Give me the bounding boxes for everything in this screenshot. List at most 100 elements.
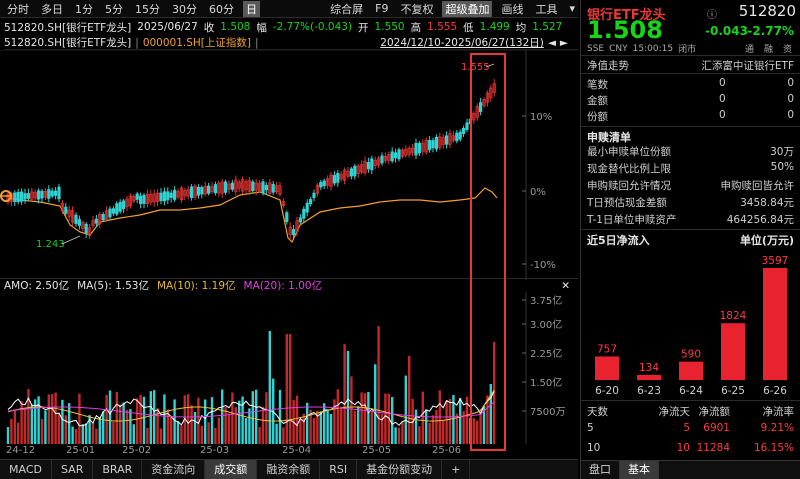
period-0[interactable]: 分时	[7, 2, 29, 16]
toolbar-item-2[interactable]: 不复权	[400, 2, 434, 16]
candle	[397, 147, 401, 162]
volume-bar	[251, 391, 254, 444]
scroll-right-icon[interactable]: ►	[559, 36, 568, 49]
candle	[166, 187, 170, 205]
tab-1[interactable]: SAR	[52, 460, 94, 479]
change-value: -2.77%(-0.043)	[272, 21, 353, 33]
volume-chart[interactable]: 3.75亿 3.00亿 2.25亿 1.50亿 7500万	[0, 292, 578, 444]
volume-bar	[265, 392, 268, 444]
inflow-date: 6-24	[679, 385, 703, 397]
candle	[298, 213, 303, 225]
summary-cell: 9.21%	[760, 422, 794, 434]
toolbar-item-3[interactable]: 超级叠加	[442, 0, 493, 17]
inflow-value: 590	[681, 349, 701, 361]
tab-6[interactable]: RSI	[320, 460, 358, 479]
volume-bar	[333, 399, 336, 444]
period-toolbar: 分时 多日 1分 5分 15分 30分 60分日 综合屏 F9 不复权 超级叠加 画线 工具 ▾	[0, 0, 578, 18]
candlestick-chart[interactable]: 10% 0% -10% 1.555 1.243	[0, 50, 578, 280]
volume-bar	[112, 421, 115, 444]
volume-bar	[153, 390, 156, 444]
overlay-start-icon[interactable]	[0, 190, 12, 202]
period-5[interactable]: 30分	[172, 2, 197, 16]
subscription-row: 最小申赎单位份额 30万	[587, 144, 794, 159]
volume-bar	[367, 391, 370, 444]
candle	[390, 147, 394, 164]
candle	[417, 140, 422, 156]
period-4[interactable]: 15分	[135, 2, 160, 16]
period-6[interactable]: 60分	[209, 2, 234, 16]
ma20-line	[7, 401, 495, 418]
volume-bar	[289, 334, 292, 444]
toolbar-item-4[interactable]: 画线	[501, 2, 524, 16]
volume-bar	[462, 411, 465, 444]
volume-bar	[166, 409, 169, 444]
candle	[492, 79, 496, 97]
volume-bar	[71, 426, 74, 444]
volume-bar	[142, 396, 146, 444]
volume-bar	[6, 427, 10, 444]
divider: |	[255, 36, 259, 49]
tab-8[interactable]: +	[442, 460, 471, 479]
inflow-date: 6-26	[763, 385, 787, 397]
candle	[101, 212, 105, 222]
summary-header: 净流率	[762, 406, 795, 418]
inflow-value: 1824	[720, 310, 747, 322]
date-tick: 25-06	[432, 445, 462, 456]
close-icon[interactable]: ✕	[561, 279, 570, 292]
tab-5[interactable]: 融资余额	[257, 460, 321, 479]
net-value-row[interactable]: 净值走势 汇添富中证银行ETF	[587, 58, 794, 73]
summary-cell: 16.15%	[753, 442, 794, 454]
candle	[98, 211, 102, 229]
candle	[193, 183, 197, 200]
candle	[332, 171, 337, 186]
candle	[189, 183, 194, 201]
toolbar-menu-icon[interactable]: ▾	[569, 2, 575, 15]
tag-rong: 融	[763, 45, 773, 55]
volume-bar	[231, 392, 234, 444]
toolbar-item-5[interactable]: 工具	[535, 2, 558, 16]
flow-unit: 单位(万元)	[739, 234, 794, 247]
candle	[373, 156, 377, 170]
candle	[261, 179, 265, 196]
volume-bar	[180, 425, 183, 444]
volume-bar	[309, 409, 312, 444]
tab-2[interactable]: BRAR	[93, 460, 143, 479]
candle	[33, 189, 37, 201]
right-tab-0[interactable]: 盘口	[581, 461, 620, 479]
volume-bar	[482, 405, 486, 444]
candle	[155, 189, 160, 207]
candle	[149, 189, 153, 206]
candle	[281, 198, 286, 208]
right-tab-1[interactable]: 基本	[620, 461, 659, 479]
candle	[30, 187, 34, 203]
high-value: 1.555	[427, 21, 458, 33]
tab-4[interactable]: 成交额	[205, 460, 258, 479]
overlay-symbol[interactable]: 000001.SH[上证指数]	[142, 37, 251, 49]
toolbar-item-0[interactable]: 综合屏	[330, 2, 364, 16]
tab-7[interactable]: 基金份额变动	[357, 460, 443, 479]
date-range[interactable]: 2024/12/10-2025/06/27(132日)	[380, 37, 544, 49]
volume-bar	[159, 428, 163, 444]
candle	[478, 97, 483, 116]
period-7[interactable]: 日	[243, 0, 260, 17]
volume-bar	[81, 424, 84, 444]
net-value-row: 笔数 0 0	[587, 77, 794, 92]
info-icon[interactable]: ⓘ	[707, 10, 717, 21]
candle	[67, 205, 71, 222]
period-1[interactable]: 多日	[41, 2, 63, 16]
scroll-left-icon[interactable]: ◄	[547, 36, 556, 49]
period-3[interactable]: 5分	[105, 2, 123, 16]
ma5-line	[7, 391, 495, 427]
volume-bar	[414, 409, 418, 444]
tab-3[interactable]: 资金流向	[142, 460, 206, 479]
volume-bar	[47, 394, 50, 444]
row-value: 50%	[770, 161, 794, 173]
tab-0[interactable]: MACD	[0, 460, 52, 479]
toolbar-item-1[interactable]: F9	[375, 2, 389, 15]
candle	[356, 163, 360, 178]
candle	[16, 188, 20, 205]
low-marker: 1.243	[36, 239, 65, 250]
candle	[400, 148, 405, 159]
row-label: 现金替代比例上限	[587, 163, 671, 175]
period-2[interactable]: 1分	[75, 2, 93, 16]
